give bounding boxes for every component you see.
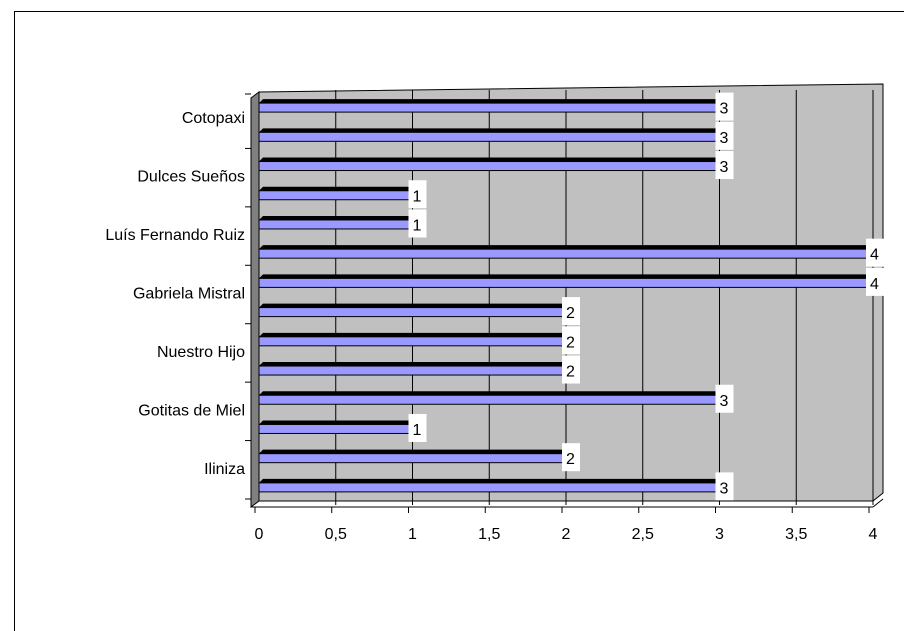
category-label: Dulces Sueños [137,169,245,186]
x-tick-label: 2,5 [632,526,654,543]
data-label-bg [562,443,580,472]
category-label: Nuestro Hijo [157,344,245,361]
bar-top [259,274,877,279]
x-tick-label: 3,5 [785,526,807,543]
data-label-bg [408,413,427,442]
bar-top [259,245,877,250]
bar-top [259,362,570,367]
data-label-bg [408,209,427,238]
bar-top [259,332,570,337]
back-wall [258,83,884,502]
data-label: 3 [720,159,729,176]
data-label: 3 [720,130,729,147]
category-label: Iliniza [204,461,245,478]
data-label: 2 [566,364,575,381]
data-label-bg [715,384,734,413]
bar [258,190,413,201]
data-label: 1 [413,422,422,439]
category-label: Luís Fernando Ruiz [105,227,245,244]
data-label-bg [715,151,734,180]
side-wall [250,91,260,508]
x-tick-labels: 0 0,5 1 1,5 2 2,5 3 3,5 4 [255,526,878,543]
data-label-bg [562,297,580,326]
bar [258,394,720,405]
bar [258,423,413,434]
data-label: 2 [566,305,575,322]
data-label: 4 [870,276,879,293]
category-label: Gotitas de Miel [138,402,245,419]
data-label-bg [715,121,734,150]
x-tick-label: 0 [255,526,264,543]
data-label: 3 [720,101,729,118]
bar [258,482,720,493]
bar [258,277,874,288]
bar [258,453,567,464]
bar [258,219,413,230]
data-label-bg [866,238,884,267]
x-tick-label: 3 [715,526,724,543]
bar-top [259,420,417,425]
data-label: 2 [566,451,575,468]
category-labels: Iliniza Gotitas de Miel Nuestro Hijo Gabrie… [105,93,251,500]
data-label: 1 [413,188,422,205]
bar-top [259,449,570,454]
bar-top [259,215,417,220]
data-labels: 3 2 1 3 2 2 2 4 4 1 1 3 3 3 [408,92,884,501]
bar [258,248,874,259]
data-label: 1 [413,217,422,234]
category-label: Gabriela Mistral [133,286,245,303]
bars [258,99,877,493]
bar-top [259,157,724,162]
x-tick-label: 1,5 [478,526,500,543]
bar [258,161,720,172]
data-label-bg [562,355,580,384]
data-label: 2 [566,334,575,351]
data-label-bg [715,472,734,501]
bar [258,336,567,347]
data-label-bg [562,326,580,355]
bar-top [259,478,724,483]
data-label-bg [715,92,734,121]
bar-top [259,303,570,308]
x-tick-label: 2 [562,526,571,543]
bar-top [259,128,724,133]
category-label: Cotopaxi [182,110,245,127]
bar-top [259,391,724,396]
bar [258,365,567,376]
data-label-bg [408,180,427,209]
x-tick-label: 4 [869,526,878,543]
bar [258,102,720,113]
bar-top [259,99,724,104]
bar-chart: 3 2 1 3 2 2 2 4 4 1 1 3 3 3 Iliniza Gotitas de Miel Nue… [105,83,884,543]
floor-edge [872,498,884,508]
x-tick-label: 0,5 [325,526,347,543]
x-tick-label: 1 [408,526,417,543]
bar [258,131,720,142]
data-label: 3 [720,393,729,410]
data-label: 3 [720,480,729,497]
bar [258,307,567,318]
chart-frame [14,11,904,631]
bar-top [259,186,417,191]
data-label: 4 [870,247,879,264]
data-label-bg [866,267,884,296]
